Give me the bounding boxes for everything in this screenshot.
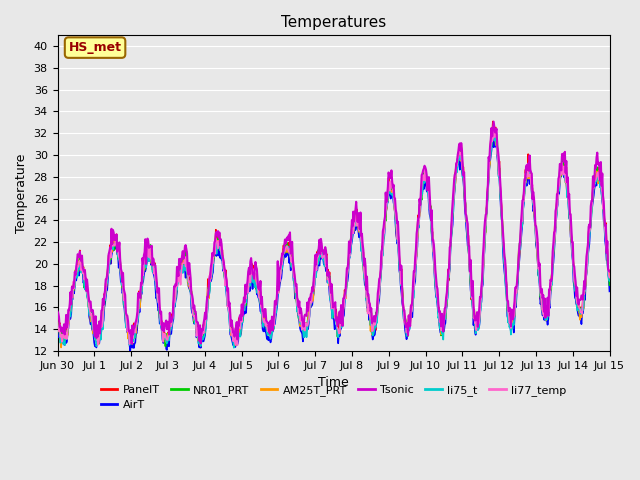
- PanelT: [489, 119, 497, 124]
- X-axis label: Time: Time: [318, 376, 349, 389]
- Tsonic: [490, 119, 497, 124]
- PanelT: [197, 340, 205, 346]
- li75_t: [220, 260, 228, 265]
- li77_temp: [605, 275, 613, 280]
- Tsonic: [221, 266, 228, 272]
- PanelT: [221, 266, 228, 272]
- PanelT: [391, 208, 399, 214]
- NR01_PRT: [391, 208, 399, 214]
- li77_temp: [118, 279, 126, 285]
- NR01_PRT: [162, 344, 170, 349]
- NR01_PRT: [248, 262, 255, 268]
- li75_t: [269, 326, 276, 332]
- li75_t: [490, 129, 497, 134]
- PanelT: [422, 173, 430, 179]
- PanelT: [269, 319, 276, 324]
- Line: PanelT: PanelT: [58, 121, 609, 343]
- li77_temp: [269, 322, 276, 327]
- AirT: [248, 278, 255, 284]
- li77_temp: [248, 264, 255, 270]
- NR01_PRT: [221, 273, 228, 278]
- NR01_PRT: [605, 282, 613, 288]
- Line: AM25T_PRT: AM25T_PRT: [58, 126, 609, 348]
- AM25T_PRT: [489, 123, 497, 129]
- li77_temp: [490, 128, 498, 133]
- PanelT: [605, 268, 613, 274]
- AirT: [391, 212, 399, 218]
- AirT: [126, 348, 134, 354]
- AirT: [422, 182, 430, 188]
- li75_t: [605, 278, 613, 284]
- Legend: PanelT, AirT, NR01_PRT, AM25T_PRT, Tsonic, li75_t, li77_temp: PanelT, AirT, NR01_PRT, AM25T_PRT, Tsoni…: [96, 380, 571, 415]
- NR01_PRT: [489, 130, 497, 135]
- AM25T_PRT: [605, 273, 613, 278]
- li77_temp: [391, 209, 399, 215]
- Line: NR01_PRT: NR01_PRT: [58, 132, 609, 347]
- NR01_PRT: [269, 322, 276, 328]
- Text: HS_met: HS_met: [68, 41, 122, 54]
- AirT: [269, 329, 276, 335]
- Tsonic: [248, 263, 255, 269]
- li75_t: [54, 325, 61, 331]
- AM25T_PRT: [391, 209, 399, 215]
- NR01_PRT: [54, 322, 61, 327]
- Title: Temperatures: Temperatures: [281, 15, 386, 30]
- Line: Tsonic: Tsonic: [58, 121, 609, 344]
- AM25T_PRT: [248, 272, 255, 278]
- AM25T_PRT: [422, 171, 430, 177]
- li75_t: [391, 210, 399, 216]
- AM25T_PRT: [54, 320, 61, 326]
- li75_t: [118, 281, 126, 287]
- AM25T_PRT: [58, 345, 65, 350]
- AM25T_PRT: [221, 271, 228, 276]
- Y-axis label: Temperature: Temperature: [15, 154, 28, 233]
- PanelT: [248, 261, 255, 267]
- Tsonic: [422, 167, 430, 172]
- Tsonic: [269, 327, 276, 333]
- AirT: [118, 290, 126, 296]
- Tsonic: [605, 268, 613, 274]
- li75_t: [422, 176, 430, 182]
- AM25T_PRT: [269, 324, 276, 330]
- li77_temp: [234, 342, 241, 348]
- AirT: [221, 273, 228, 279]
- Tsonic: [118, 279, 126, 285]
- NR01_PRT: [422, 174, 430, 180]
- AM25T_PRT: [119, 290, 127, 296]
- AirT: [490, 134, 498, 140]
- AirT: [54, 325, 61, 331]
- li77_temp: [422, 177, 430, 183]
- Tsonic: [391, 196, 399, 202]
- li77_temp: [220, 268, 228, 274]
- Line: li75_t: li75_t: [58, 132, 609, 348]
- AirT: [605, 288, 613, 294]
- li75_t: [248, 272, 255, 277]
- li75_t: [230, 345, 237, 350]
- li77_temp: [54, 323, 61, 328]
- Tsonic: [54, 309, 61, 314]
- PanelT: [54, 315, 61, 321]
- Tsonic: [128, 341, 136, 347]
- NR01_PRT: [118, 285, 126, 291]
- Line: AirT: AirT: [58, 137, 609, 351]
- Line: li77_temp: li77_temp: [58, 131, 609, 345]
- PanelT: [118, 277, 126, 283]
